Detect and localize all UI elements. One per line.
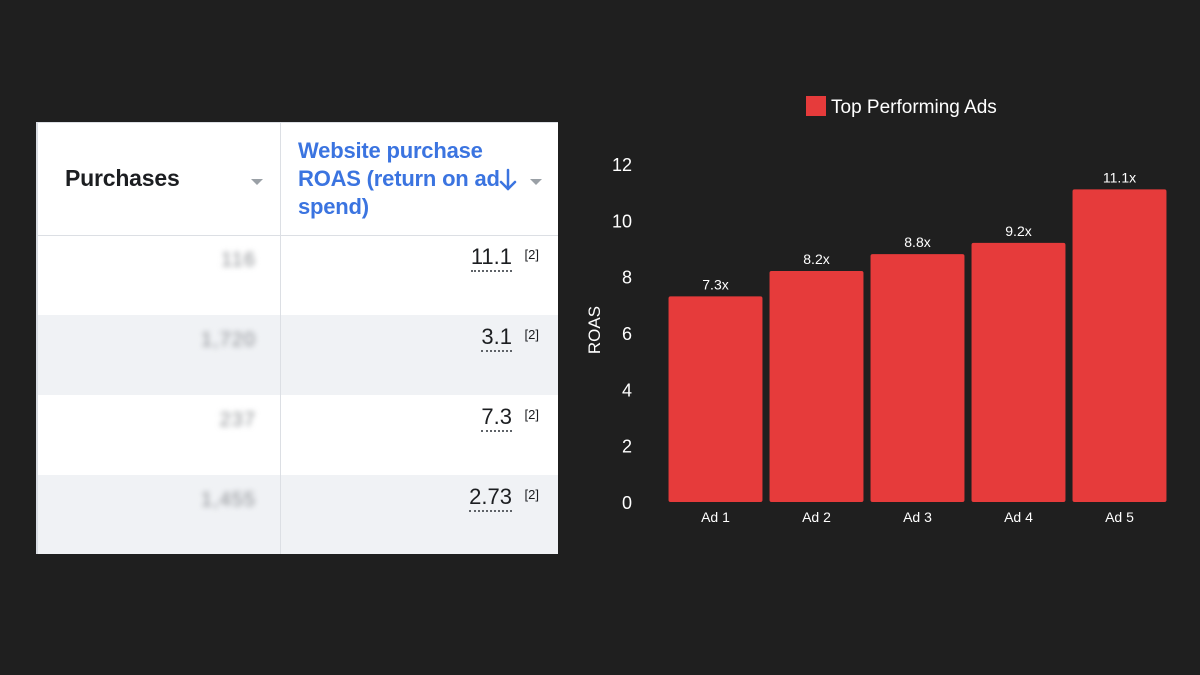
purchases-cell: 116 xyxy=(221,249,256,271)
y-tick-label: 8 xyxy=(622,268,632,288)
roas-footnote[interactable]: [2] xyxy=(524,327,539,342)
bar-data-label: 8.2x xyxy=(803,251,829,267)
table-row[interactable]: 237 7.3 [2] xyxy=(38,395,558,475)
column-header-purchases[interactable]: Purchases xyxy=(65,165,180,191)
x-tick-label: Ad 3 xyxy=(903,509,932,525)
y-tick-label: 10 xyxy=(612,211,632,231)
bar-data-label: 9.2x xyxy=(1005,223,1031,239)
y-tick-label: 2 xyxy=(622,437,632,457)
roas-bar-chart: Top Performing Ads ROAS 0 2 4 6 8 10 12 7.3x 8.… xyxy=(585,96,1167,525)
roas-cell[interactable]: 7.3 xyxy=(481,405,512,432)
table-header: Purchases Website purchase ROAS (return … xyxy=(38,122,558,236)
roas-cell[interactable]: 3.1 xyxy=(481,325,512,352)
bar-5[interactable] xyxy=(1072,189,1167,502)
roas-footnote[interactable]: [2] xyxy=(524,247,539,262)
bar-4[interactable] xyxy=(971,242,1066,502)
purchases-cell: 1,720 xyxy=(200,329,256,351)
bar-3[interactable] xyxy=(870,254,965,502)
ads-table: Purchases Website purchase ROAS (return … xyxy=(36,122,558,554)
column-header-roas[interactable]: Website purchase ROAS (return on ad spen… xyxy=(298,138,500,219)
y-tick-label: 12 xyxy=(612,155,632,175)
table-row[interactable]: 1,720 3.1 [2] xyxy=(38,315,558,395)
x-tick-label: Ad 1 xyxy=(701,509,730,525)
legend-label: Top Performing Ads xyxy=(831,97,997,118)
sort-descending-icon[interactable] xyxy=(498,167,518,193)
bar-data-label: 11.1x xyxy=(1103,169,1136,185)
y-axis: 0 2 4 6 8 10 12 xyxy=(612,155,632,513)
bar-2[interactable] xyxy=(769,271,864,502)
roas-cell[interactable]: 11.1 xyxy=(470,245,512,272)
table-row[interactable]: 116 11.1 [2] xyxy=(38,235,558,315)
y-tick-label: 4 xyxy=(622,380,632,400)
bar-1[interactable] xyxy=(668,296,763,502)
y-tick-label: 6 xyxy=(622,324,632,344)
table-row[interactable]: 1,455 2.73 [2] xyxy=(38,475,558,554)
bars: 7.3x 8.2x 8.8x 9.2x 11.1x xyxy=(668,169,1167,502)
x-tick-label: Ad 4 xyxy=(1004,509,1033,525)
column-divider xyxy=(280,122,281,554)
roas-dropdown-icon[interactable] xyxy=(530,179,542,185)
purchases-dropdown-icon[interactable] xyxy=(251,179,263,185)
legend-swatch xyxy=(806,96,826,116)
roas-footnote[interactable]: [2] xyxy=(524,487,539,502)
roas-cell[interactable]: 2.73 xyxy=(469,485,512,512)
purchases-cell: 1,455 xyxy=(200,489,256,511)
bar-data-label: 7.3x xyxy=(702,276,728,292)
y-tick-label: 0 xyxy=(622,493,632,513)
y-axis-label: ROAS xyxy=(585,306,604,354)
x-tick-label: Ad 2 xyxy=(802,509,831,525)
x-tick-label: Ad 5 xyxy=(1105,509,1134,525)
x-axis: Ad 1 Ad 2 Ad 3 Ad 4 Ad 5 xyxy=(701,509,1134,525)
bar-data-label: 8.8x xyxy=(904,234,930,250)
chart-legend: Top Performing Ads xyxy=(806,96,997,118)
purchases-cell: 237 xyxy=(219,409,256,431)
roas-footnote[interactable]: [2] xyxy=(524,407,539,422)
